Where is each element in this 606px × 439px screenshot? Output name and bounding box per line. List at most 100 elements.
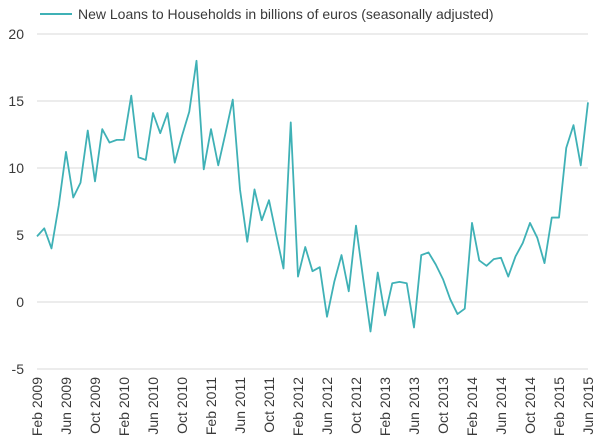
data-point bbox=[188, 111, 190, 113]
data-point bbox=[101, 128, 103, 130]
data-point bbox=[174, 162, 176, 164]
data-point bbox=[239, 188, 241, 190]
data-point bbox=[51, 247, 53, 249]
y-axis: -5 0 5 10 15 20 bbox=[8, 26, 24, 377]
data-point bbox=[500, 257, 502, 259]
data-point bbox=[428, 251, 430, 253]
data-point bbox=[304, 246, 306, 248]
data-point bbox=[507, 276, 509, 278]
x-tick-label: Jun 2009 bbox=[58, 377, 74, 435]
data-point bbox=[181, 135, 183, 137]
data-point bbox=[442, 278, 444, 280]
x-tick-label: Jun 2012 bbox=[319, 377, 335, 435]
data-point bbox=[580, 164, 582, 166]
data-point bbox=[464, 308, 466, 310]
series-layer bbox=[36, 59, 589, 333]
data-point bbox=[290, 121, 292, 123]
data-point bbox=[196, 60, 198, 62]
legend: New Loans to Households in billions of e… bbox=[40, 6, 494, 22]
data-point bbox=[341, 254, 343, 256]
data-point bbox=[80, 182, 82, 184]
data-point bbox=[232, 99, 234, 101]
y-tick-label: 5 bbox=[16, 227, 24, 243]
data-point bbox=[333, 281, 335, 283]
data-point bbox=[123, 139, 125, 141]
data-point bbox=[384, 314, 386, 316]
data-point bbox=[486, 265, 488, 267]
data-point bbox=[587, 101, 589, 103]
data-point bbox=[87, 129, 89, 131]
data-point bbox=[275, 234, 277, 236]
y-tick-label: 0 bbox=[16, 294, 24, 310]
data-point bbox=[283, 268, 285, 270]
data-point bbox=[413, 326, 415, 328]
data-point bbox=[544, 262, 546, 264]
x-axis: Feb 2009 Jun 2009 Oct 2009 Feb 2010 Jun 2010… bbox=[29, 377, 596, 436]
y-tick-label: 10 bbox=[8, 160, 24, 176]
x-tick-label: Oct 2010 bbox=[174, 377, 190, 434]
data-point bbox=[254, 188, 256, 190]
grid-layer bbox=[37, 33, 588, 370]
data-point bbox=[36, 235, 38, 237]
x-tick-label: Jun 2014 bbox=[493, 377, 509, 435]
x-tick-label: Oct 2011 bbox=[261, 377, 277, 433]
data-point bbox=[152, 112, 154, 114]
data-point bbox=[471, 222, 473, 224]
data-point bbox=[406, 282, 408, 284]
data-point bbox=[94, 180, 96, 182]
data-point bbox=[573, 124, 575, 126]
data-point bbox=[348, 290, 350, 292]
x-tick-label: Jun 2010 bbox=[145, 377, 161, 435]
x-tick-label: Oct 2013 bbox=[435, 377, 451, 434]
data-point bbox=[246, 241, 248, 243]
data-point bbox=[449, 298, 451, 300]
data-point bbox=[377, 272, 379, 274]
data-point bbox=[225, 132, 227, 134]
data-point bbox=[58, 205, 60, 207]
data-point bbox=[138, 156, 140, 158]
data-point bbox=[551, 217, 553, 219]
data-point bbox=[312, 270, 314, 272]
x-tick-label: Oct 2009 bbox=[87, 377, 103, 434]
data-point bbox=[399, 281, 401, 283]
data-point bbox=[268, 199, 270, 201]
y-tick-label: 15 bbox=[8, 93, 24, 109]
data-point bbox=[210, 128, 212, 130]
data-point bbox=[420, 254, 422, 256]
x-tick-label: Jun 2015 bbox=[580, 377, 596, 435]
data-point bbox=[109, 142, 111, 144]
data-point bbox=[43, 227, 45, 229]
data-point bbox=[536, 237, 538, 239]
data-point bbox=[362, 278, 364, 280]
data-point bbox=[529, 222, 531, 224]
data-point bbox=[478, 259, 480, 261]
x-tick-label: Feb 2011 bbox=[203, 377, 219, 435]
data-point bbox=[72, 196, 74, 198]
data-point bbox=[319, 266, 321, 268]
data-point bbox=[515, 255, 517, 257]
data-point bbox=[261, 219, 263, 221]
data-point bbox=[167, 112, 169, 114]
x-tick-label: Oct 2014 bbox=[522, 377, 538, 434]
data-point bbox=[457, 313, 459, 315]
data-point bbox=[558, 217, 560, 219]
data-point bbox=[355, 225, 357, 227]
data-point bbox=[217, 164, 219, 166]
x-tick-label: Feb 2015 bbox=[551, 377, 567, 436]
y-tick-label: 20 bbox=[8, 26, 24, 42]
x-tick-label: Feb 2010 bbox=[116, 377, 132, 436]
data-point bbox=[130, 95, 132, 97]
data-point bbox=[203, 168, 205, 170]
x-tick-label: Feb 2012 bbox=[290, 377, 306, 436]
data-point bbox=[370, 330, 372, 332]
data-point bbox=[565, 147, 567, 149]
data-point bbox=[65, 151, 67, 153]
data-point bbox=[493, 258, 495, 260]
x-tick-label: Oct 2012 bbox=[348, 377, 364, 434]
x-tick-label: Feb 2013 bbox=[377, 377, 393, 436]
data-point bbox=[159, 132, 161, 134]
data-point bbox=[391, 282, 393, 284]
data-point bbox=[435, 263, 437, 265]
